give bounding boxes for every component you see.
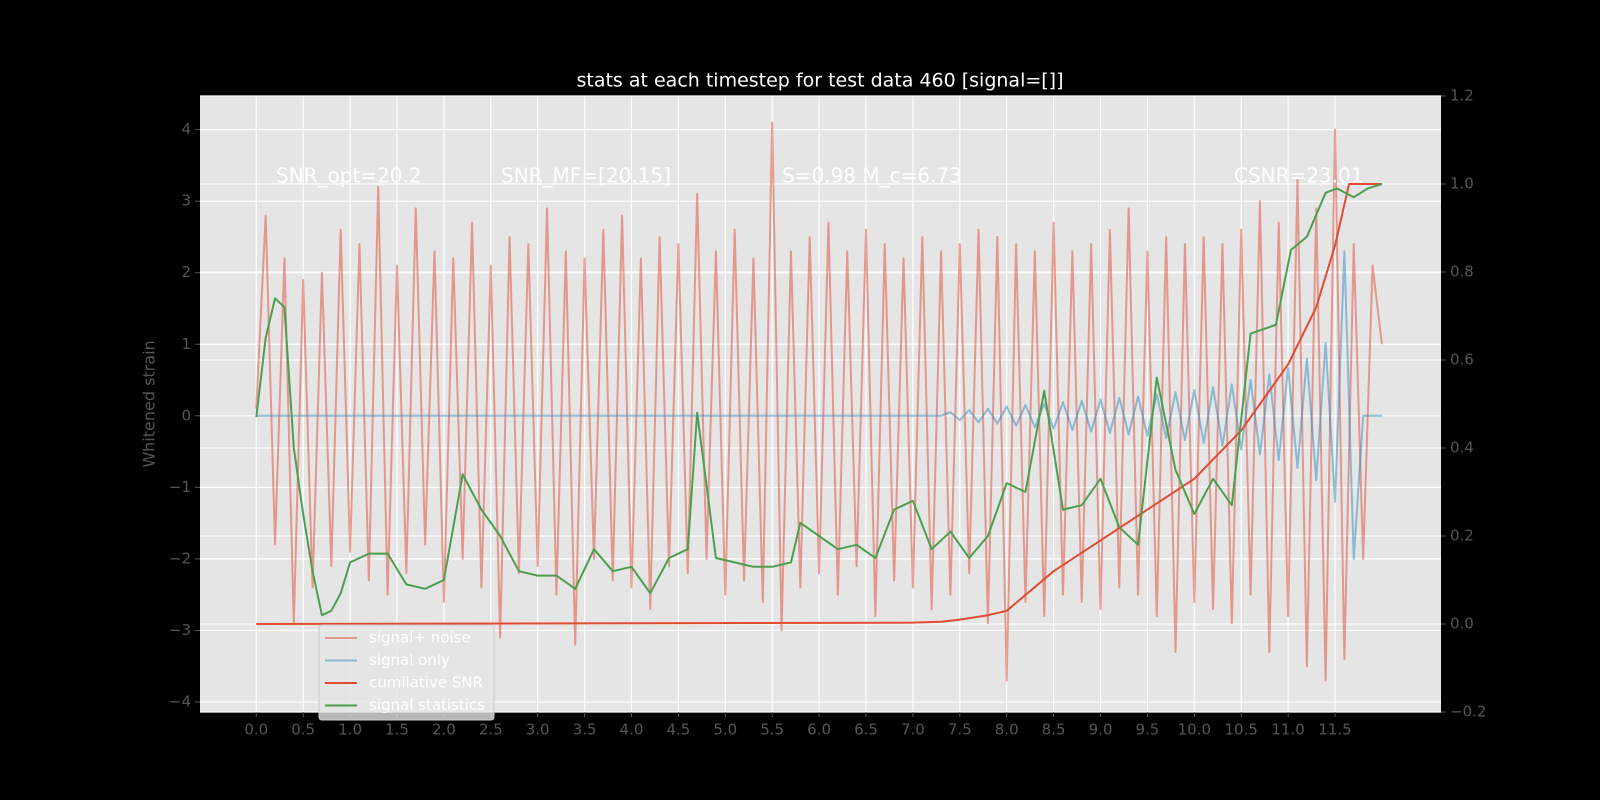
y2-tick-label: 0.4	[1450, 439, 1474, 457]
y2-tick-label: 0.2	[1450, 527, 1474, 545]
legend-label: signal only	[369, 651, 450, 669]
x-tick-label: 5.0	[713, 721, 737, 739]
x-tick-label: 10.5	[1224, 721, 1257, 739]
y-tick-label: −4	[169, 692, 191, 710]
legend-box	[318, 624, 495, 721]
legend-label: cumilative SNR	[369, 674, 483, 692]
x-tick-label: 6.5	[854, 721, 878, 739]
x-tick-label: 4.5	[666, 721, 690, 739]
y2-tick-label: 0.8	[1450, 263, 1474, 281]
legend-label: signal statistics	[369, 696, 485, 714]
x-tick-label: 2.5	[479, 721, 503, 739]
annotation: S=0.98 M_c=6.73	[782, 164, 962, 188]
series-line	[256, 183, 1382, 625]
x-tick-label: 2.0	[432, 721, 456, 739]
x-tick-label: 11.0	[1271, 721, 1304, 739]
y2-tick-label: 0.0	[1450, 615, 1474, 633]
x-tick-label: 3.0	[526, 721, 550, 739]
grid	[200, 95, 1441, 713]
x-tick-label: 5.5	[760, 721, 784, 739]
x-tick-label: 7.5	[948, 721, 972, 739]
series-line	[255, 121, 1383, 682]
x-tick-label: 8.0	[995, 721, 1019, 739]
y-tick-label: −1	[169, 478, 191, 496]
axes: 0.0 0.5 1.0 1.5 2.0 2.5 3.0 3.5 4.0 4.5 5.0 5.5 6.0 6…	[169, 87, 1487, 739]
x-tick-label: 10.0	[1178, 721, 1211, 739]
x-tick-label: 8.5	[1042, 721, 1066, 739]
y-tick-label: 3	[181, 192, 191, 210]
y2-tick-label: −0.2	[1450, 703, 1486, 721]
series-line	[256, 250, 1382, 560]
x-tick-label: 3.5	[573, 721, 597, 739]
x-tick-label: 11.5	[1318, 721, 1351, 739]
x-tick-label: 4.0	[620, 721, 644, 739]
x-tick-label: 6.0	[807, 721, 831, 739]
y-tick-label: 0	[181, 406, 191, 424]
series-line	[255, 183, 1383, 617]
legend-label: signal+ noise	[369, 629, 471, 647]
annotation: CSNR=23.01	[1234, 164, 1364, 188]
x-tick-label: 0.0	[244, 721, 268, 739]
y2-tick-label: 0.6	[1450, 351, 1474, 369]
y-tick-label: 1	[181, 335, 191, 353]
y-tick-label: 4	[181, 120, 191, 138]
chart-title: stats at each timestep for test data 460…	[576, 70, 1063, 92]
x-tick-label: 1.5	[385, 721, 409, 739]
x-tick-label: 9.0	[1089, 721, 1113, 739]
x-tick-label: 7.0	[901, 721, 925, 739]
marks	[255, 121, 1383, 682]
y-axis-label: Whitened strain	[140, 340, 159, 467]
y-tick-label: 2	[181, 263, 191, 281]
x-tick-label: 9.5	[1135, 721, 1159, 739]
y2-tick-label: 1.0	[1450, 175, 1474, 193]
y-tick-label: −3	[169, 621, 191, 639]
y2-tick-label: 1.2	[1450, 87, 1474, 105]
y-tick-label: −2	[169, 549, 191, 567]
annotation: SNR_opt=20.2	[276, 164, 422, 188]
annotation: SNR_MF=[20.15]	[501, 164, 671, 188]
x-tick-label: 1.0	[338, 721, 362, 739]
x-tick-label: 0.5	[291, 721, 315, 739]
